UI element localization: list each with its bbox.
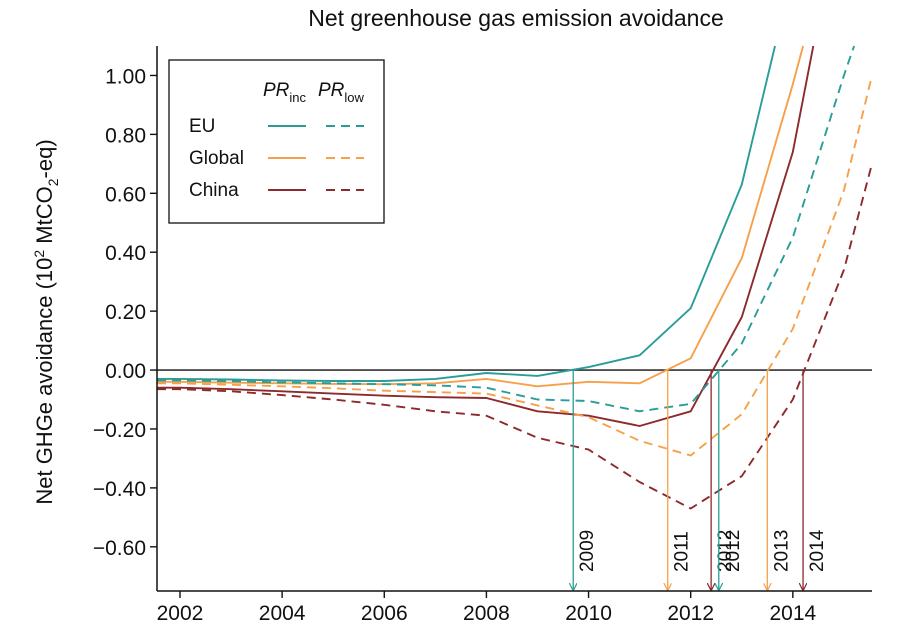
series-eu-inc — [157, 45, 776, 382]
x-tick-label: 2004 — [259, 602, 306, 625]
series-china-inc — [157, 45, 815, 427]
legend-col-inc: PRinc — [263, 80, 307, 105]
y-axis-label: Net GHGe avoidance (102 MtCO2-eq) — [31, 139, 61, 504]
series-global-inc — [157, 45, 805, 388]
legend-box — [168, 59, 385, 224]
y-tick-label: 0.00 — [105, 360, 146, 383]
annotation-label: 2009 — [577, 530, 598, 572]
axes-group: −0.60 −0.40 −0.20 0.00 0.20 0.40 0.60 0.80 1.00 2… — [93, 46, 872, 625]
annotation-label: 2012 — [723, 530, 744, 572]
chart-title: Net greenhouse gas emission avoidance — [308, 5, 724, 31]
y-tick-label: −0.60 — [93, 537, 146, 560]
annotation-label: 2012 — [715, 530, 736, 572]
x-tick-label: 2010 — [565, 602, 612, 625]
legend-label-china: China — [189, 180, 239, 201]
x-tick-label: 2006 — [361, 602, 408, 625]
y-tick-label: −0.40 — [93, 478, 146, 501]
legend-label-global: Global — [189, 148, 244, 169]
annotation-label: 2014 — [807, 529, 828, 572]
legend: PRinc PRlow EU Global China — [168, 59, 385, 224]
annotation-label: 2013 — [771, 530, 792, 572]
x-tick-label: 2012 — [667, 602, 714, 625]
y-tick-label: 0.20 — [105, 301, 146, 324]
y-tick-label: 0.80 — [105, 124, 146, 147]
y-tick-label: −0.20 — [93, 419, 146, 442]
y-tick-label: 0.60 — [105, 183, 146, 206]
legend-label-eu: EU — [189, 116, 215, 137]
x-tick-label: 2002 — [157, 602, 204, 625]
y-tick-label: 0.40 — [105, 242, 146, 265]
x-tick-label: 2014 — [769, 602, 816, 625]
legend-col-low: PRlow — [318, 80, 365, 105]
y-tick-label: 1.00 — [105, 65, 146, 88]
y-axis-label-text: Net GHGe avoidance (102 MtCO2-eq) — [31, 139, 61, 504]
x-tick-label: 2008 — [463, 602, 510, 625]
annotation-label: 2011 — [672, 531, 693, 572]
